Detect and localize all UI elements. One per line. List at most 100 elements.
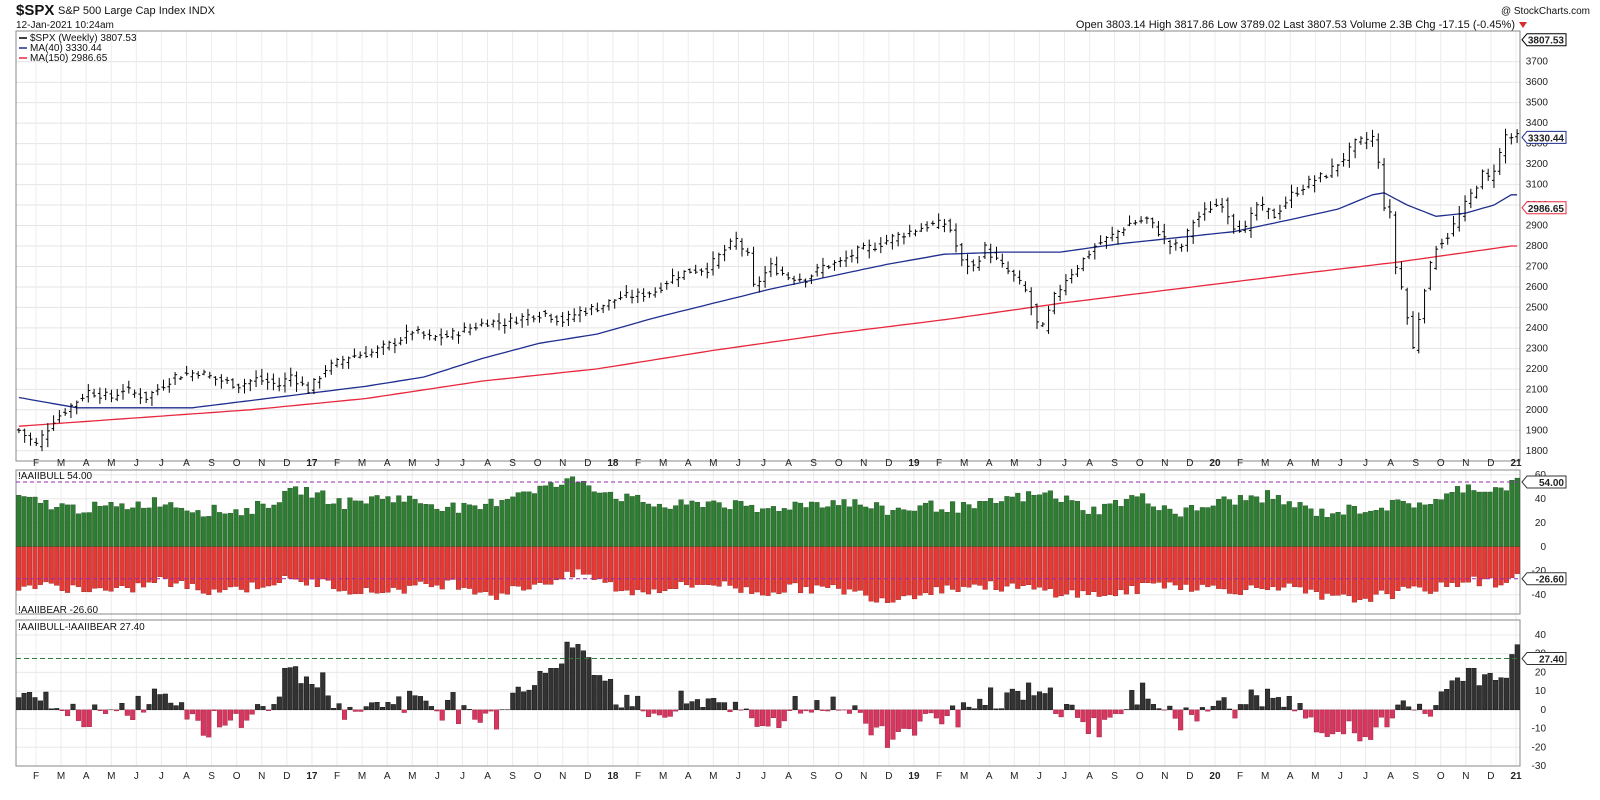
spread-bar (1482, 674, 1488, 711)
price-bar (739, 238, 744, 257)
bull-bar (184, 510, 190, 547)
spread-bar (81, 709, 87, 728)
bear-bar (684, 546, 690, 586)
spread-bar (928, 709, 934, 714)
bull-bar (1335, 512, 1341, 548)
price-tick-label: 3200 (1526, 159, 1549, 170)
spread-bar (982, 705, 988, 711)
bear-bar (1373, 546, 1379, 595)
spread-bar (830, 696, 836, 711)
bear-bar (1232, 546, 1238, 595)
month-label: A (785, 458, 792, 469)
bear-bar (1004, 546, 1010, 587)
bull-bar (1341, 514, 1347, 548)
bull-bar (716, 502, 722, 548)
bull-bar (151, 497, 157, 547)
sentiment-tick-label: 20 (1535, 518, 1547, 529)
bear-bar (1183, 546, 1189, 585)
spread-bar (200, 709, 206, 736)
price-bar (716, 252, 721, 269)
price-bar (711, 251, 716, 276)
bear-bar (233, 546, 239, 587)
bull-bar (532, 493, 538, 548)
bull-bar (890, 510, 896, 547)
spread-panel-frame (15, 619, 1521, 767)
price-bar (1480, 169, 1485, 190)
bull-bar (662, 507, 668, 548)
bear-bar (808, 546, 814, 594)
price-bar (624, 284, 629, 299)
spread-bar (1493, 680, 1499, 711)
price-bar (358, 351, 363, 359)
price-bar (815, 263, 820, 277)
bear-bar (461, 546, 467, 588)
month-label: A (384, 771, 391, 782)
legend-ma150: MA(150) 2986.65 (30, 53, 108, 64)
month-label: 19 (908, 458, 920, 469)
bear-bar (656, 546, 662, 593)
price-bar (1306, 175, 1311, 189)
bear-bar (646, 546, 652, 595)
bull-bar (27, 496, 33, 548)
spread-bar (635, 695, 641, 711)
month-label: N (258, 771, 265, 782)
price-bar (335, 357, 340, 368)
spread-bar (59, 709, 65, 711)
price-bar (1364, 132, 1369, 150)
bear-bar (868, 546, 874, 602)
bear-bar (917, 546, 923, 596)
bull-bar (1465, 484, 1471, 548)
price-bar (178, 376, 183, 381)
spread-bar (27, 692, 33, 711)
bear-bar (358, 546, 364, 594)
bull-bar (358, 500, 364, 548)
spread-bar (1004, 692, 1010, 711)
price-bar (982, 241, 987, 259)
spread-bar (472, 709, 478, 720)
spread-bar (1205, 709, 1211, 712)
bear-bar (1085, 546, 1091, 596)
bull-bar (217, 512, 223, 548)
price-bar (1087, 250, 1092, 260)
spread-bar (819, 709, 825, 711)
bull-bar (1205, 507, 1211, 548)
bear-bar (417, 546, 424, 582)
spread-bar (1341, 709, 1347, 735)
bear-bar (591, 546, 597, 580)
spread-bar (814, 700, 820, 711)
price-bar (1156, 221, 1161, 237)
price-bar (392, 338, 397, 354)
bear-bar (662, 546, 668, 592)
bear-bar (586, 546, 592, 575)
spread-bar (303, 676, 309, 711)
price-bar (768, 257, 773, 278)
month-label: D (1487, 771, 1494, 782)
bear-bar (1498, 546, 1504, 586)
spread-bar (548, 668, 554, 711)
price-tick-label: 3400 (1526, 118, 1549, 129)
spread-bar (157, 694, 163, 711)
price-bar (254, 370, 259, 388)
bull-bar (912, 510, 918, 547)
bear-bar (1053, 546, 1059, 598)
bull-bar (1009, 496, 1015, 547)
bear-bar (1107, 546, 1113, 595)
bull-bar (32, 496, 38, 547)
price-bar (728, 238, 733, 250)
bear-bar (787, 546, 793, 585)
bull-bar (255, 500, 261, 547)
spread-bar (532, 685, 538, 711)
bull-bar (1194, 510, 1200, 547)
bull-bar (591, 491, 597, 547)
bear-bar (846, 546, 852, 590)
bull-bar (564, 478, 570, 548)
sentiment-axis: 60 40 20 0 -20 -40 54.00 -26.60 (1521, 470, 1567, 601)
bear-bar (1134, 546, 1140, 594)
price-bar (763, 265, 768, 288)
bear-bar (944, 546, 950, 586)
price-bar (971, 259, 976, 272)
ma150-line (18, 245, 1518, 427)
bull-bar (678, 499, 684, 547)
spread-bar (988, 687, 994, 711)
price-tick-label: 2200 (1526, 364, 1549, 375)
